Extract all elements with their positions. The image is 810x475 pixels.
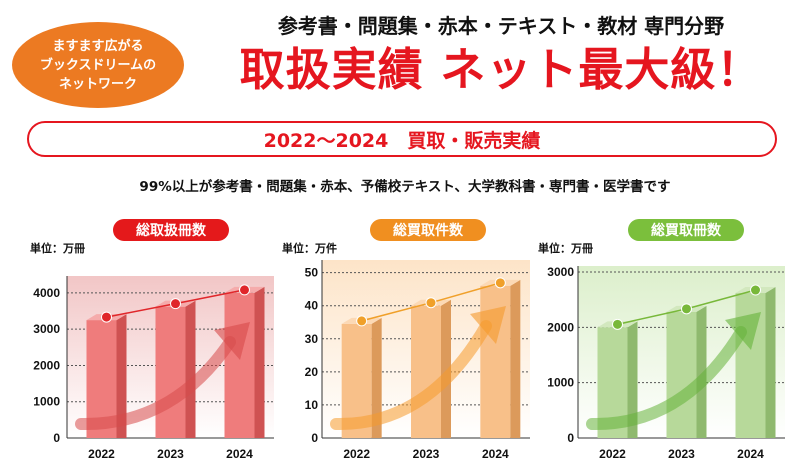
y-tick-label: 2000 bbox=[547, 320, 574, 334]
chart-unit-label: 単位：万冊 bbox=[538, 241, 593, 255]
point-2024 bbox=[239, 284, 250, 296]
growth-arrow bbox=[330, 320, 492, 431]
specialty-tagline: 参考書・問題集・赤本・テキスト・教材 専門分野 bbox=[277, 14, 725, 38]
chart-unit-label: 単位：万件 bbox=[282, 241, 337, 255]
headline: 取扱実績 ネット最大級！ bbox=[239, 43, 763, 96]
bar-side-2022 bbox=[116, 314, 127, 438]
chart-title: 総買取件数 bbox=[393, 222, 464, 239]
chart-title-pill bbox=[370, 219, 486, 241]
growth-arrow-head bbox=[470, 306, 506, 344]
point-2023 bbox=[170, 298, 181, 310]
bar-side-2023 bbox=[696, 305, 707, 438]
x-tick-label: 2022 bbox=[343, 447, 370, 461]
chart-title: 総取扱冊数 bbox=[136, 222, 207, 239]
bar-2023 bbox=[666, 311, 697, 438]
x-tick-label: 2023 bbox=[413, 447, 440, 461]
bar-side-2023 bbox=[185, 300, 196, 438]
y-tick-label: 2000 bbox=[33, 358, 60, 372]
point-2024 bbox=[494, 277, 506, 289]
y-tick-label: 0 bbox=[311, 431, 318, 445]
bar-side-2024 bbox=[254, 286, 265, 438]
bar-2024 bbox=[224, 292, 255, 438]
period-label: 2022〜2024 買取・販売実績 bbox=[263, 129, 541, 152]
y-tick-label: 30 bbox=[305, 332, 319, 346]
y-tick-label: 50 bbox=[305, 266, 319, 280]
bar-side-2022 bbox=[627, 321, 638, 438]
point-2022 bbox=[356, 315, 368, 327]
growth-arrow-head bbox=[214, 322, 250, 360]
point-2022 bbox=[101, 311, 112, 323]
chart-title: 総買取冊数 bbox=[651, 222, 722, 239]
category-description: 99%以上が参考書・問題集・赤本、予備校テキスト、大学教科書・専門書・医学書です bbox=[139, 179, 671, 195]
y-tick-label: 10 bbox=[305, 398, 319, 412]
y-tick-label: 20 bbox=[305, 365, 319, 379]
badge-line: ブックスドリームの bbox=[39, 57, 157, 73]
y-tick-label: 40 bbox=[305, 299, 319, 313]
bar-2023 bbox=[411, 305, 441, 438]
chart-title-pill bbox=[113, 219, 229, 241]
point-2023 bbox=[425, 297, 437, 309]
x-tick-label: 2022 bbox=[599, 447, 626, 461]
x-tick-label: 2024 bbox=[226, 447, 253, 461]
bar-side-2024 bbox=[510, 279, 521, 438]
period-banner: 2022〜2024 買取・販売実績 bbox=[27, 121, 777, 157]
bar-side-2024 bbox=[765, 287, 776, 438]
point-2022 bbox=[612, 318, 623, 330]
growth-arrow bbox=[586, 326, 747, 431]
y-tick-label: 0 bbox=[567, 431, 574, 445]
y-tick-label: 0 bbox=[53, 431, 60, 445]
badge-line: ますます広がる bbox=[52, 38, 144, 54]
y-tick-label: 1000 bbox=[33, 395, 60, 409]
y-tick-label: 1000 bbox=[547, 376, 574, 390]
growth-arrow bbox=[75, 336, 236, 431]
x-tick-label: 2023 bbox=[668, 447, 695, 461]
network-badge: ますます広がる ブックスドリームの ネットワーク bbox=[12, 22, 184, 108]
bar-side-2022 bbox=[371, 317, 382, 438]
x-tick-label: 2024 bbox=[737, 447, 764, 461]
chart-unit-label: 単位：万冊 bbox=[30, 241, 85, 255]
x-tick-label: 2023 bbox=[157, 447, 184, 461]
bar-side-2023 bbox=[441, 299, 451, 438]
y-tick-label: 3000 bbox=[33, 322, 60, 336]
chart-title-pill bbox=[628, 219, 744, 241]
growth-arrow-head bbox=[725, 312, 761, 350]
point-2023 bbox=[681, 303, 692, 315]
x-tick-label: 2022 bbox=[88, 447, 115, 461]
point-2024 bbox=[750, 284, 761, 296]
y-tick-label: 4000 bbox=[33, 286, 60, 300]
bar-2023 bbox=[155, 306, 186, 438]
y-tick-label: 3000 bbox=[547, 265, 574, 279]
badge-line: ネットワーク bbox=[58, 76, 137, 92]
x-tick-label: 2024 bbox=[482, 447, 509, 461]
